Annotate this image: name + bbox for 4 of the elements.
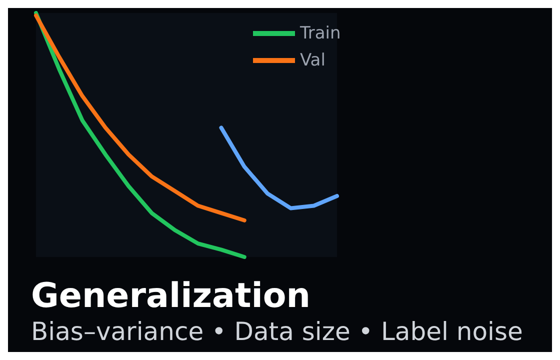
text: Generalization — [31, 276, 310, 316]
legend-label: Val — [300, 50, 326, 70]
legend-label: Train — [299, 24, 341, 44]
text: Bias–variance • Data size • Label noise — [31, 317, 523, 346]
